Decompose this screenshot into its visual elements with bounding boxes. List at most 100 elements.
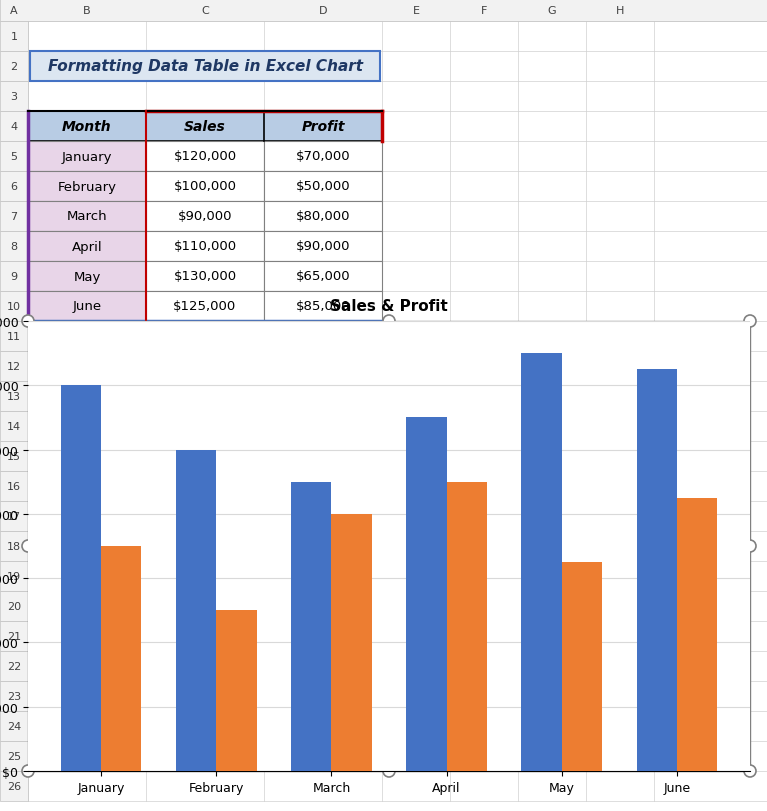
Text: Month: Month	[62, 120, 112, 134]
Bar	[0, 441, 28, 471]
Text: 15: 15	[7, 452, 21, 461]
Text: $110,000: $110,000	[173, 240, 236, 253]
Text: 17: 17	[7, 512, 21, 521]
Bar	[0, 411, 28, 441]
Bar	[637, 370, 677, 771]
Text: $100,000: $100,000	[173, 180, 236, 193]
Text: 14: 14	[7, 422, 21, 431]
Bar	[28, 262, 146, 292]
Circle shape	[744, 315, 756, 328]
Bar	[146, 232, 264, 262]
Circle shape	[22, 315, 34, 328]
Bar	[0, 381, 28, 411]
Text: 1: 1	[11, 32, 18, 42]
Text: $125,000: $125,000	[173, 300, 237, 313]
Bar	[0, 531, 28, 561]
Bar	[146, 262, 264, 292]
Bar	[407, 418, 446, 771]
Bar	[0, 172, 28, 202]
Text: 19: 19	[7, 571, 21, 581]
Bar	[28, 172, 146, 202]
Text: B: B	[83, 6, 91, 16]
Bar	[0, 741, 28, 771]
Bar	[61, 386, 101, 771]
Text: Formatting Data Table in Excel Chart: Formatting Data Table in Excel Chart	[48, 59, 363, 75]
Circle shape	[744, 540, 756, 552]
Bar	[0, 501, 28, 531]
Bar	[101, 547, 141, 771]
Bar	[0, 651, 28, 681]
Bar	[28, 292, 146, 322]
Text: $85,000: $85,000	[296, 300, 351, 313]
Bar	[28, 112, 146, 142]
Bar	[146, 142, 264, 172]
Bar	[264, 202, 382, 232]
Text: $65,000: $65,000	[296, 270, 351, 283]
Bar	[146, 112, 382, 142]
Text: $90,000: $90,000	[178, 210, 232, 223]
Text: 22: 22	[7, 661, 21, 672]
Text: 21: 21	[7, 631, 21, 642]
Bar	[0, 591, 28, 621]
Text: 13: 13	[7, 392, 21, 401]
Bar	[0, 711, 28, 741]
Bar	[0, 681, 28, 711]
Bar	[146, 292, 264, 322]
Text: 4: 4	[11, 122, 18, 132]
Text: 8: 8	[11, 242, 18, 251]
Text: June: June	[72, 300, 101, 313]
Text: 20: 20	[7, 601, 21, 611]
Bar	[677, 498, 717, 771]
Text: $130,000: $130,000	[173, 270, 236, 283]
Bar	[0, 621, 28, 651]
Bar	[30, 52, 380, 82]
Text: 25: 25	[7, 751, 21, 761]
Text: $50,000: $50,000	[296, 180, 351, 193]
Text: 2: 2	[11, 62, 18, 72]
Text: 5: 5	[11, 152, 18, 162]
Bar	[561, 562, 602, 771]
Bar	[264, 142, 382, 172]
Circle shape	[22, 765, 34, 777]
Bar	[291, 482, 331, 771]
Text: 12: 12	[7, 362, 21, 371]
Title: Sales & Profit: Sales & Profit	[330, 298, 448, 314]
Text: 16: 16	[7, 482, 21, 491]
Circle shape	[744, 765, 756, 777]
Bar	[522, 354, 561, 771]
Bar	[0, 22, 28, 52]
Text: April: April	[71, 240, 102, 253]
Bar	[264, 262, 382, 292]
Bar	[331, 514, 372, 771]
Bar	[0, 292, 28, 322]
Text: 18: 18	[7, 541, 21, 551]
Bar	[0, 471, 28, 501]
Bar	[0, 262, 28, 292]
Bar	[0, 142, 28, 172]
Bar	[264, 292, 382, 322]
Bar	[0, 232, 28, 262]
Bar	[0, 561, 28, 591]
Bar	[0, 112, 28, 142]
Text: 7: 7	[11, 212, 18, 221]
Text: January: January	[62, 150, 112, 163]
Text: 24: 24	[7, 721, 21, 731]
Text: 6: 6	[11, 182, 18, 191]
Bar	[0, 52, 28, 82]
Text: $90,000: $90,000	[296, 240, 351, 253]
Bar	[0, 0, 767, 22]
Bar	[28, 142, 146, 172]
Circle shape	[22, 540, 34, 552]
Bar	[146, 172, 264, 202]
Bar	[216, 611, 257, 771]
Text: 10: 10	[7, 302, 21, 311]
Bar	[0, 351, 28, 381]
Bar	[264, 232, 382, 262]
Bar	[28, 202, 146, 232]
Text: Sales: Sales	[184, 120, 225, 134]
Text: 23: 23	[7, 691, 21, 702]
Bar	[0, 82, 28, 112]
Text: $80,000: $80,000	[296, 210, 351, 223]
Text: 26: 26	[7, 781, 21, 791]
Bar	[0, 322, 28, 351]
